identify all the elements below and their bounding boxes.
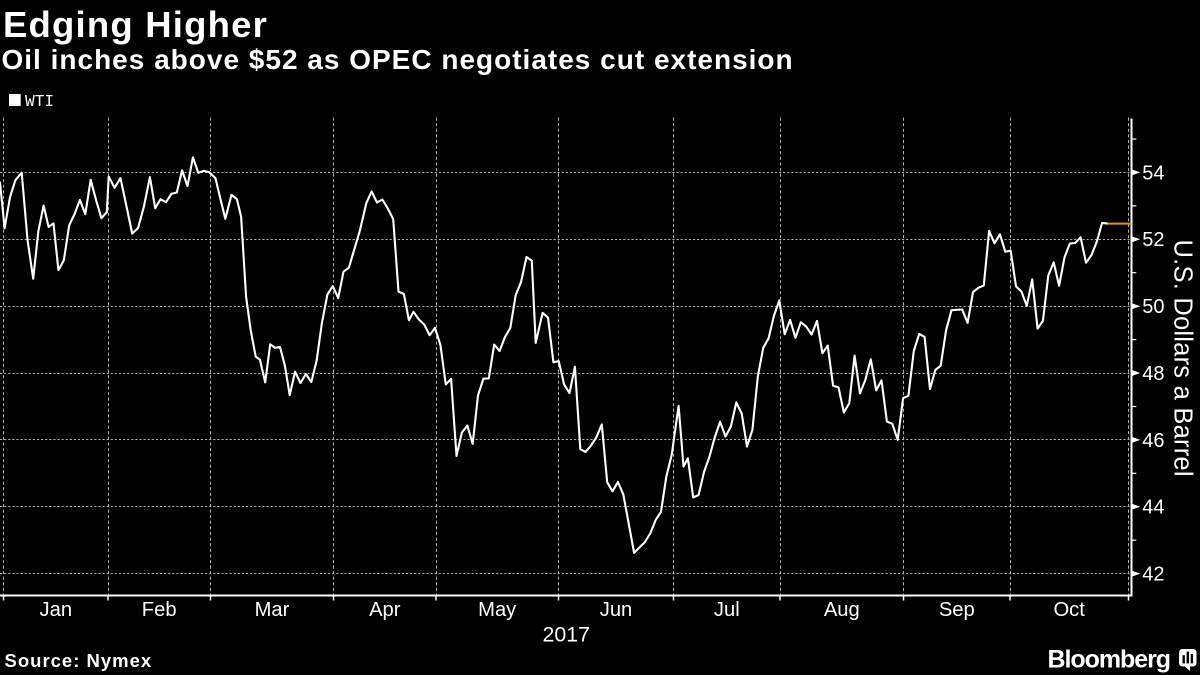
svg-text:Apr: Apr — [369, 599, 401, 621]
svg-text:50: 50 — [1142, 296, 1164, 318]
svg-text:May: May — [478, 599, 517, 621]
svg-text:2017: 2017 — [542, 623, 590, 647]
svg-text:44: 44 — [1142, 497, 1164, 519]
svg-text:Oct: Oct — [1053, 599, 1085, 621]
svg-text:42: 42 — [1142, 564, 1164, 586]
svg-text:Edging Higher: Edging Higher — [3, 4, 268, 45]
svg-text:48: 48 — [1142, 363, 1164, 385]
svg-text:Mar: Mar — [255, 599, 290, 621]
svg-text:U.S. Dollars a Barrel: U.S. Dollars a Barrel — [1169, 240, 1197, 477]
svg-text:Sep: Sep — [939, 599, 975, 621]
svg-text:Jul: Jul — [714, 599, 740, 621]
svg-text:46: 46 — [1142, 430, 1164, 452]
svg-text:Bloomberg: Bloomberg — [1048, 646, 1171, 674]
svg-text:Source: Nymex: Source: Nymex — [5, 650, 153, 671]
svg-text:Jan: Jan — [40, 599, 73, 621]
svg-text:Jun: Jun — [600, 599, 633, 621]
svg-text:Feb: Feb — [142, 599, 177, 621]
svg-text:Oil inches above $52 as OPEC n: Oil inches above $52 as OPEC negotiates … — [2, 44, 794, 75]
svg-text:54: 54 — [1142, 162, 1164, 184]
svg-text:52: 52 — [1142, 229, 1164, 251]
svg-text:WTI: WTI — [25, 93, 54, 111]
svg-text:Aug: Aug — [824, 599, 860, 621]
